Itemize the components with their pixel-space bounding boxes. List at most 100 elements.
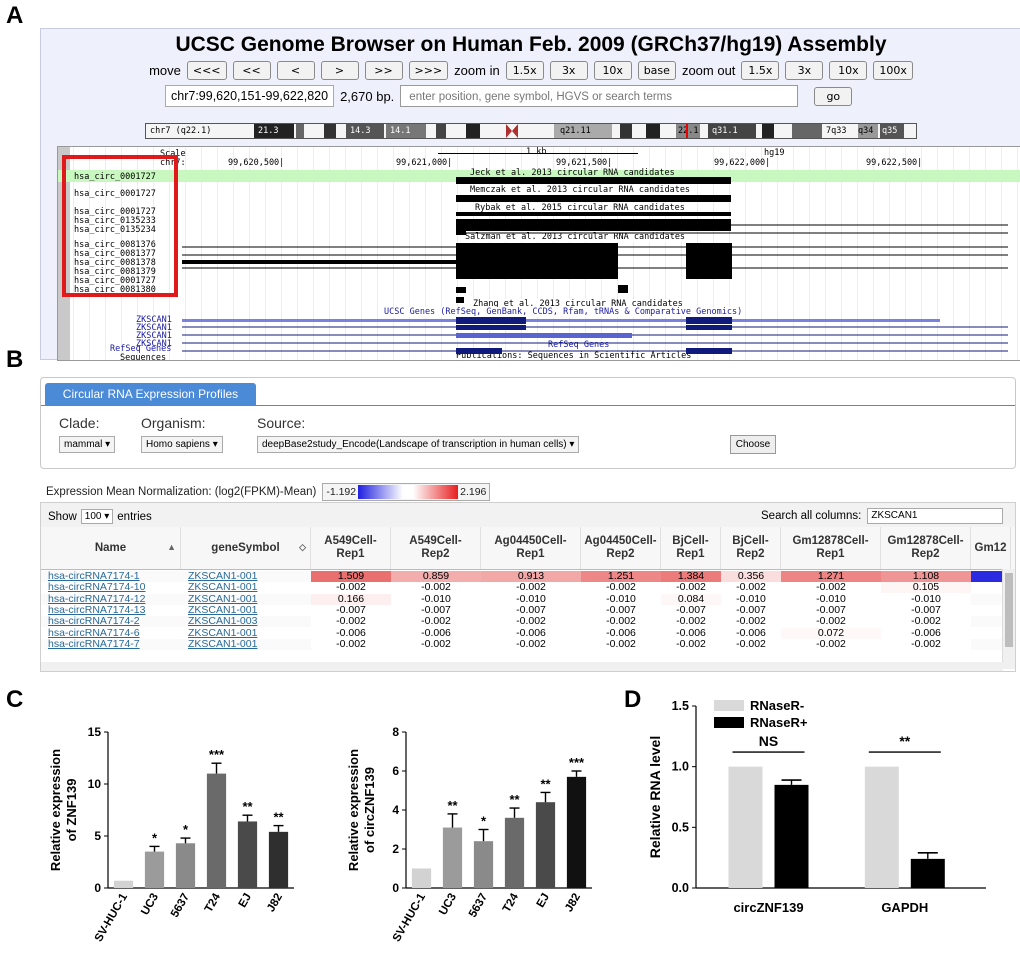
expression-cell: -0.010 xyxy=(781,593,881,605)
circrna-name-link[interactable]: hsa-circRNA7174-12 xyxy=(48,592,146,605)
table-search-input[interactable]: ZKSCAN1 xyxy=(867,508,1004,524)
go-button[interactable]: go xyxy=(814,86,853,106)
expression-cell: -0.002 xyxy=(481,638,581,650)
gene-symbol-link[interactable]: ZKSCAN1-001 xyxy=(188,581,258,594)
circrna-name-link[interactable]: hsa-circRNA7174-6 xyxy=(48,626,140,639)
source-select[interactable]: deepBase2study_Encode(Landscape of trans… xyxy=(257,436,580,453)
x-tick-label: UC3 xyxy=(437,892,459,918)
y-axis-label: of ZNF139 xyxy=(64,779,79,842)
genome-tracks-image[interactable]: Scale chr7: 1 kb hg19 99,620,500| 99,621… xyxy=(57,146,1020,361)
expression-cell: -0.010 xyxy=(581,593,661,605)
vertical-scrollbar[interactable] xyxy=(1002,569,1015,669)
column-header[interactable]: Gm12878Cell- Rep2 xyxy=(881,527,971,569)
y-tick-label: 4 xyxy=(392,803,399,817)
ideogram-band: 7q33 xyxy=(826,126,847,136)
column-header[interactable]: geneSymbol ◇ xyxy=(181,527,311,569)
significance-label: * xyxy=(481,814,487,829)
expression-cell: -0.006 xyxy=(481,627,581,639)
column-header[interactable]: BjCell- Rep1 xyxy=(661,527,721,569)
circrna-name-link[interactable]: hsa-circRNA7174-2 xyxy=(48,615,140,628)
gene-symbol-link[interactable]: ZKSCAN1-001 xyxy=(188,603,258,616)
zoom-out-10x-button[interactable]: 10x xyxy=(829,61,868,80)
y-axis-label: Relative expression xyxy=(48,749,63,871)
move-right-button[interactable]: > xyxy=(320,61,359,80)
circrna-name-link[interactable]: hsa-circRNA7174-1 xyxy=(48,570,140,582)
x-tick-label: T24 xyxy=(203,891,224,915)
legend-swatch xyxy=(714,700,744,711)
expression-cell: 1.384 xyxy=(661,571,721,582)
gene-symbol-link[interactable]: ZKSCAN1-001 xyxy=(188,637,258,650)
entries-select[interactable]: 100 ▾ xyxy=(80,509,114,524)
expression-cell: -0.002 xyxy=(391,582,481,594)
zoom-in-3x-button[interactable]: 3x xyxy=(549,61,588,80)
gene-symbol-link[interactable]: ZKSCAN1-001 xyxy=(188,626,258,639)
column-header[interactable]: Ag04450Cell- Rep2 xyxy=(581,527,661,569)
bar xyxy=(113,880,134,888)
y-tick-label: 0 xyxy=(94,881,101,895)
zoom-out-1-5x-button[interactable]: 1.5x xyxy=(741,61,780,80)
circ-id-label: hsa_circ_0001727 xyxy=(74,276,156,286)
column-header[interactable]: Ag04450Cell- Rep1 xyxy=(481,527,581,569)
y-tick-label: 10 xyxy=(88,777,102,791)
horizontal-scrollbar[interactable] xyxy=(41,662,1003,671)
position-search-input[interactable]: enter position, gene symbol, HGVS or sea… xyxy=(400,85,799,107)
expression-cell: -0.007 xyxy=(391,604,481,616)
significance-label: *** xyxy=(209,747,225,762)
bar xyxy=(728,766,763,888)
expression-cell: -0.002 xyxy=(581,616,661,628)
move-left-button[interactable]: < xyxy=(276,61,315,80)
zoom-in-10x-button[interactable]: 10x xyxy=(593,61,632,80)
track-features xyxy=(182,177,1008,354)
zoom-out-100x-button[interactable]: 100x xyxy=(873,61,913,80)
column-header[interactable]: A549Cell- Rep1 xyxy=(311,527,391,569)
expression-cell: -0.002 xyxy=(781,638,881,650)
move-far-right-button[interactable]: >>> xyxy=(408,61,449,80)
track-title-rybak: Rybak et al. 2015 circular RNA candidate… xyxy=(473,203,687,213)
coordinate-tick: 99,621,000| xyxy=(396,158,453,168)
circ-id-label: hsa_circ_0001727 xyxy=(74,172,156,182)
legend-label: RNaseR+ xyxy=(750,715,808,730)
zoom-out-label: zoom out xyxy=(681,63,736,78)
table-toolbar: Show 100 ▾ entries Search all columns: Z… xyxy=(41,503,1015,527)
legend-swatch xyxy=(714,717,744,728)
table-row: hsa-circRNA7174-13 ZKSCAN1-001 -0.007 -0.00… xyxy=(41,603,1003,616)
circrna-name-link[interactable]: hsa-circRNA7174-7 xyxy=(48,637,140,650)
choose-button[interactable]: Choose xyxy=(730,435,776,454)
chromosome-ideogram[interactable]: chr7 (q22.1) 21.3 14.3 14.1 q21.11 22.1 … xyxy=(145,123,917,139)
expression-cell: -0.007 xyxy=(481,604,581,616)
expression-cell: -0.010 xyxy=(721,593,781,605)
column-header[interactable]: Gm12878Cell- Rep1 xyxy=(781,527,881,569)
ideogram-band: 14.3 xyxy=(350,126,371,136)
gene-symbol-link[interactable]: ZKSCAN1-003 xyxy=(188,615,258,628)
circrna-name-link[interactable]: hsa-circRNA7174-13 xyxy=(48,603,146,616)
circ-id-label: hsa_circ_0081378 xyxy=(74,258,156,268)
move-far-left-button[interactable]: <<< xyxy=(186,61,227,80)
move-right-more-button[interactable]: >> xyxy=(364,61,403,80)
column-header[interactable]: Name ▲ xyxy=(41,527,181,569)
organism-label: Organism: xyxy=(141,415,206,431)
move-left-more-button[interactable]: << xyxy=(232,61,271,80)
expression-cell: 1.509 xyxy=(311,571,391,582)
y-tick-label: 5 xyxy=(94,829,101,843)
gene-symbol-link[interactable]: ZKSCAN1-001 xyxy=(188,570,258,582)
ideogram-band: q31.1 xyxy=(712,126,738,136)
clade-select[interactable]: mammal ▾ xyxy=(59,436,116,453)
position-display[interactable]: chr7:99,620,151-99,622,820 xyxy=(165,85,335,107)
column-header[interactable]: A549Cell- Rep2 xyxy=(391,527,481,569)
zoom-in-1-5x-button[interactable]: 1.5x xyxy=(505,61,544,80)
circrna-name-link[interactable]: hsa-circRNA7174-10 xyxy=(48,581,146,594)
organism-select[interactable]: Homo sapiens ▾ xyxy=(141,436,223,453)
column-header[interactable]: BjCell- Rep2 xyxy=(721,527,781,569)
zoom-in-base-button[interactable]: base xyxy=(637,61,676,80)
zoom-out-3x-button[interactable]: 3x xyxy=(785,61,824,80)
sequences-label: Sequences xyxy=(120,353,167,361)
ideogram-chrom-label: chr7 (q22.1) xyxy=(150,126,212,136)
chrom-label: chr7: xyxy=(160,158,186,168)
gene-symbol-link[interactable]: ZKSCAN1-001 xyxy=(188,592,258,605)
browser-title: UCSC Genome Browser on Human Feb. 2009 (… xyxy=(175,33,887,56)
normalization-legend: Expression Mean Normalization: (log2(FPK… xyxy=(46,483,491,501)
tab-circular-rna-expression[interactable]: Circular RNA Expression Profiles xyxy=(45,383,256,405)
column-header[interactable]: Gm12 xyxy=(971,527,1011,569)
expression-cell: 0.913 xyxy=(481,571,581,582)
expression-cell: -0.002 xyxy=(781,582,881,594)
